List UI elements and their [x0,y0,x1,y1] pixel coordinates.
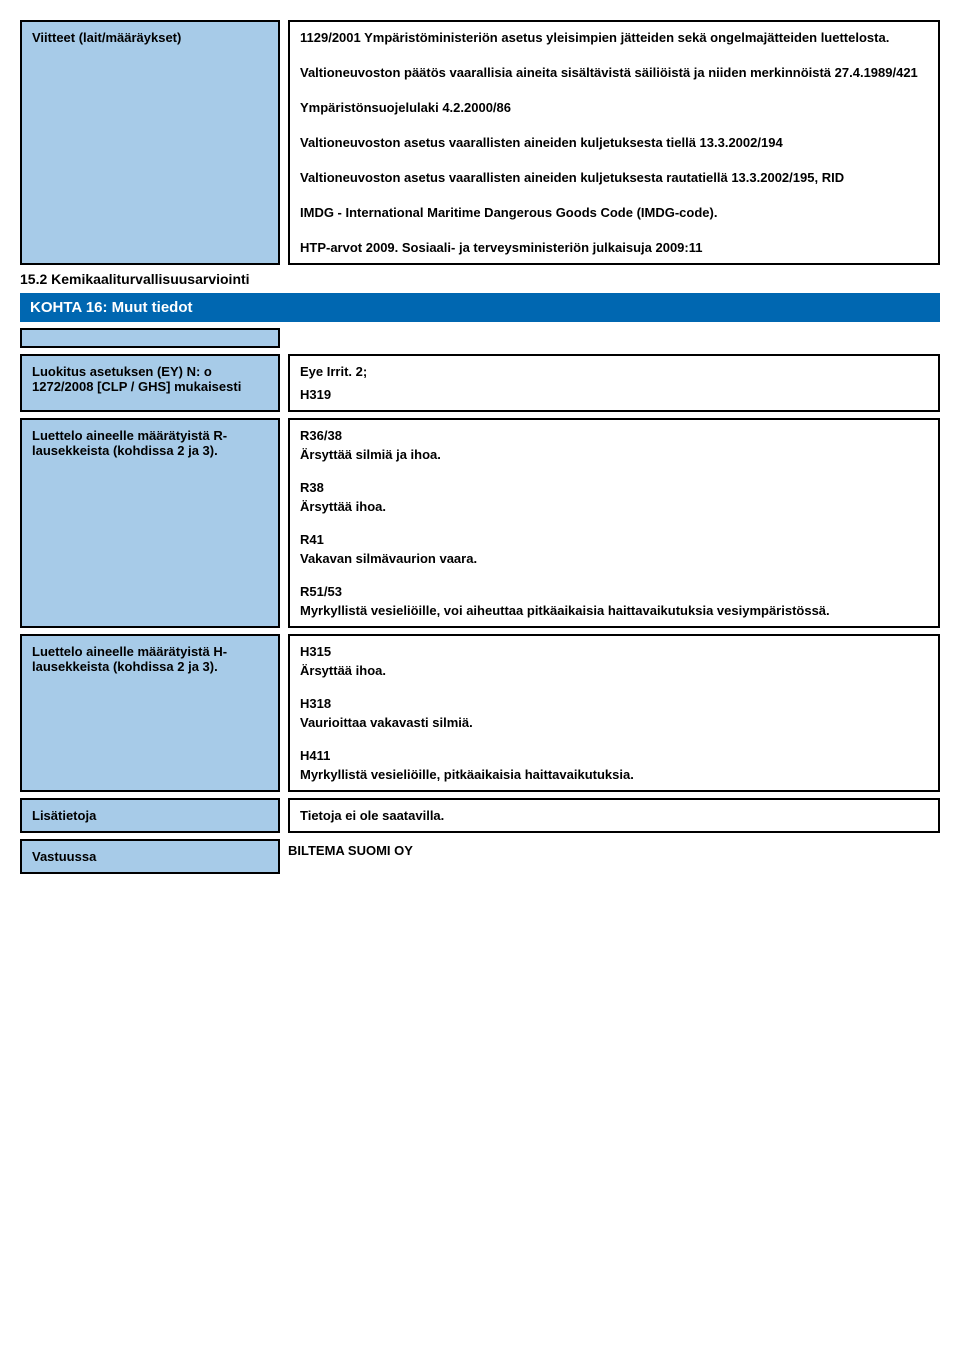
section-15-2-heading: 15.2 Kemikaaliturvallisuusarviointi [20,271,940,287]
r-text-3: Vakavan silmävaurion vaara. [300,551,928,566]
reference-text-4: Valtioneuvoston asetus vaarallisten aine… [300,135,928,150]
classification-line1: Eye Irrit. 2; [300,364,928,379]
references-row: Viitteet (lait/määräykset) 1129/2001 Ymp… [20,20,940,265]
classification-row: Luokitus asetuksen (EY) N: o 1272/2008 [… [20,354,940,412]
r-text-1: Ärsyttää silmiä ja ihoa. [300,447,928,462]
references-label: Viitteet (lait/määräykset) [20,20,280,265]
more-info-value: Tietoja ei ole saatavilla. [300,808,444,823]
reference-text-7: HTP-arvot 2009. Sosiaali- ja terveysmini… [300,240,928,255]
responsible-row: Vastuussa BILTEMA SUOMI OY [20,839,940,874]
responsible-value: BILTEMA SUOMI OY [288,839,940,874]
r-phrase-block-4: R51/53 Myrkyllistä vesieliöille, voi aih… [300,584,928,618]
r-phrases-label: Luettelo aineelle määrätyistä R-lausekke… [20,418,280,628]
r-code-1: R36/38 [300,428,928,443]
classification-content: Eye Irrit. 2; H319 [288,354,940,412]
h-code-1: H315 [300,644,928,659]
h-phrases-row: Luettelo aineelle määrätyistä H-lausekke… [20,634,940,792]
empty-label-cell [20,328,280,348]
h-phrase-block-2: H318 Vaurioittaa vakavasti silmiä. [300,696,928,730]
reference-text-1: 1129/2001 Ympäristöministeriön asetus yl… [300,30,928,45]
reference-text-6: IMDG - International Maritime Dangerous … [300,205,928,220]
h-phrases-label: Luettelo aineelle määrätyistä H-lausekke… [20,634,280,792]
r-phrases-content: R36/38 Ärsyttää silmiä ja ihoa. R38 Ärsy… [288,418,940,628]
h-code-2: H318 [300,696,928,711]
r-text-4: Myrkyllistä vesieliöille, voi aiheuttaa … [300,603,928,618]
r-phrases-row: Luettelo aineelle määrätyistä R-lausekke… [20,418,940,628]
section-16-title-bar: KOHTA 16: Muut tiedot [20,293,940,322]
more-info-row: Lisätietoja Tietoja ei ole saatavilla. [20,798,940,833]
classification-line2: H319 [300,387,928,402]
reference-text-2: Valtioneuvoston päätös vaarallisia ainei… [300,65,928,80]
h-phrase-block-1: H315 Ärsyttää ihoa. [300,644,928,678]
r-phrase-block-2: R38 Ärsyttää ihoa. [300,480,928,514]
h-phrase-block-3: H411 Myrkyllistä vesieliöille, pitkäaika… [300,748,928,782]
more-info-label: Lisätietoja [20,798,280,833]
h-phrases-content: H315 Ärsyttää ihoa. H318 Vaurioittaa vak… [288,634,940,792]
h-code-3: H411 [300,748,928,763]
empty-row [20,328,940,348]
h-text-3: Myrkyllistä vesieliöille, pitkäaikaisia … [300,767,928,782]
h-text-2: Vaurioittaa vakavasti silmiä. [300,715,928,730]
reference-text-3: Ympäristönsuojelulaki 4.2.2000/86 [300,100,928,115]
references-content: 1129/2001 Ympäristöministeriön asetus yl… [288,20,940,265]
more-info-content: Tietoja ei ole saatavilla. [288,798,940,833]
reference-text-5: Valtioneuvoston asetus vaarallisten aine… [300,170,928,185]
r-code-3: R41 [300,532,928,547]
responsible-label: Vastuussa [20,839,280,874]
h-text-1: Ärsyttää ihoa. [300,663,928,678]
r-code-4: R51/53 [300,584,928,599]
r-phrase-block-3: R41 Vakavan silmävaurion vaara. [300,532,928,566]
classification-label: Luokitus asetuksen (EY) N: o 1272/2008 [… [20,354,280,412]
r-phrase-block-1: R36/38 Ärsyttää silmiä ja ihoa. [300,428,928,462]
r-code-2: R38 [300,480,928,495]
r-text-2: Ärsyttää ihoa. [300,499,928,514]
